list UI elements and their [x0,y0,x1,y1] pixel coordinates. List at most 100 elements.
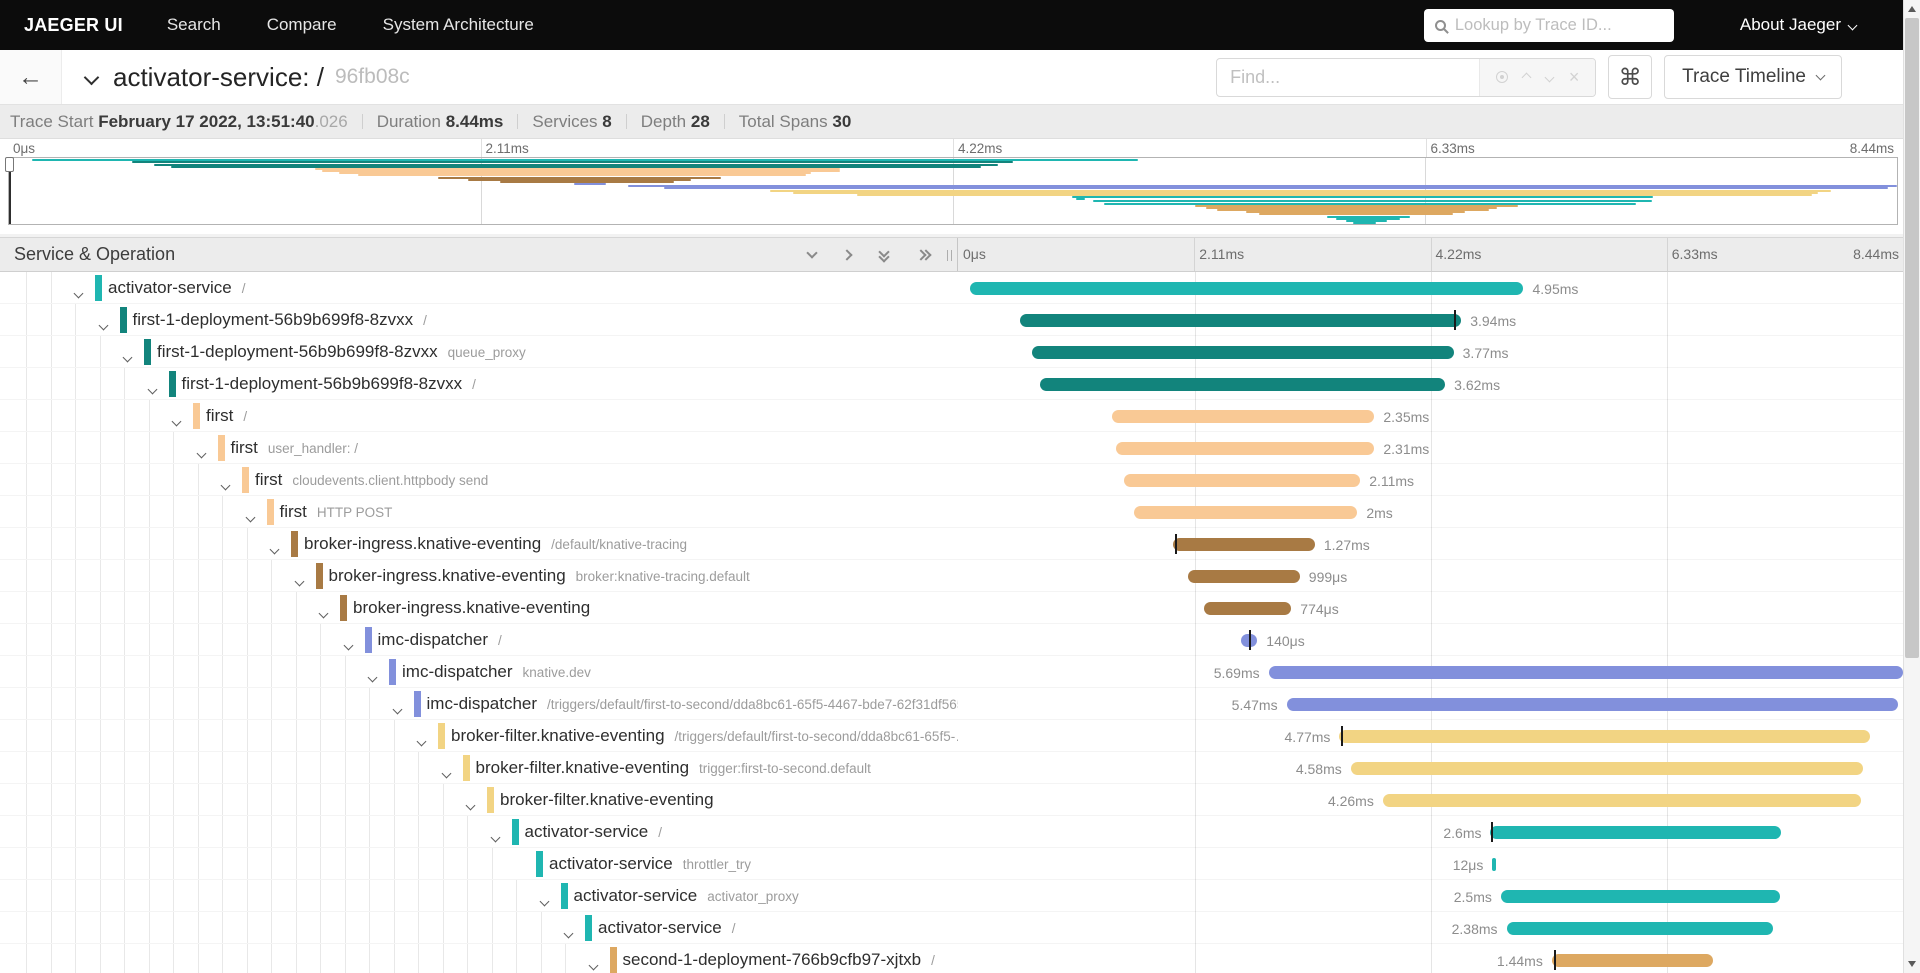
span-name-cell[interactable]: first-1-deployment-56b9b699f8-8zvxx queue… [0,336,958,367]
span-name-cell[interactable]: imc-dispatcher knative.dev [0,656,958,687]
span-bar-cell[interactable]: 3.77ms [959,336,1903,367]
span-row[interactable]: first cloudevents.client.httpbody send 2.1… [0,464,1903,496]
span-bar-cell[interactable]: 4.26ms [959,784,1903,815]
span-row[interactable]: imc-dispatcher knative.dev 5.69ms [0,656,1903,688]
span-duration-bar[interactable] [1286,697,1899,711]
span-bar-cell[interactable]: 4.58ms [959,752,1903,783]
span-name-cell[interactable]: first / [0,400,958,431]
span-name-cell[interactable]: activator-service activator_proxy [0,880,958,911]
span-collapse-chevron[interactable] [269,540,280,558]
span-row[interactable]: imc-dispatcher/triggers/default/first-to… [0,688,1903,720]
span-collapse-chevron[interactable] [294,572,304,590]
span-duration-bar[interactable] [1350,761,1864,775]
span-collapse-chevron[interactable] [416,732,427,750]
expand-all-icon[interactable] [915,248,932,262]
trace-id-lookup-input[interactable]: Lookup by Trace ID... [1423,8,1674,42]
span-collapse-chevron[interactable] [171,412,182,430]
span-name-cell[interactable]: first-1-deployment-56b9b699f8-8zvxx / [0,368,958,399]
trace-minimap[interactable] [5,157,1898,225]
span-collapse-chevron[interactable] [98,316,108,334]
about-jaeger-menu[interactable]: About Jaeger [1740,15,1858,35]
minimap-scrubber[interactable] [5,157,14,224]
span-bar-cell[interactable]: 3.62ms [959,368,1903,399]
back-button[interactable]: ← [0,50,62,104]
prev-match-icon[interactable] [1522,72,1532,82]
clear-find-icon[interactable]: × [1568,67,1580,87]
span-duration-bar[interactable] [1339,729,1870,743]
span-duration-bar[interactable] [1020,313,1462,327]
span-name-cell[interactable]: first cloudevents.client.httpbody send [0,464,958,495]
span-collapse-chevron[interactable] [196,444,206,462]
span-name-cell[interactable]: broker-filter.knative-eventing/triggers/… [0,720,958,751]
span-row[interactable]: first HTTP POST 2ms [0,496,1903,528]
span-collapse-chevron[interactable] [441,764,451,782]
span-row[interactable]: broker-filter.knative-eventing trigger:fi… [0,752,1903,784]
span-collapse-chevron[interactable] [245,508,255,526]
span-row[interactable]: first-1-deployment-56b9b699f8-8zvxx / 3.62… [0,368,1903,400]
span-collapse-chevron[interactable] [318,604,329,622]
span-row[interactable]: broker-ingress.knative-eventing broker:kn… [0,560,1903,592]
span-bar-cell[interactable]: 1.44ms [959,944,1903,973]
scroll-up-button[interactable] [1904,1,1920,17]
span-name-cell[interactable]: broker-ingress.knative-eventing/default/… [0,528,958,559]
span-row[interactable]: activator-service activator_proxy 2.5ms [0,880,1903,912]
collapse-one-icon[interactable] [806,247,818,259]
span-name-cell[interactable]: second-1-deployment-766b9cfb97-xjtxb / [0,944,958,973]
span-row[interactable]: activator-service / 2.6ms [0,816,1903,848]
span-row[interactable]: broker-filter.knative-eventing 4.26ms [0,784,1903,816]
span-collapse-chevron[interactable] [588,956,598,973]
span-row[interactable]: broker-ingress.knative-eventing 774μs [0,592,1903,624]
span-bar-cell[interactable]: 12μs [959,848,1903,879]
span-row[interactable]: second-1-deployment-766b9cfb97-xjtxb / 1.4… [0,944,1903,973]
span-name-cell[interactable]: activator-service / [0,272,958,303]
nav-item-search[interactable]: Search [166,15,221,34]
scrollbar-thumb[interactable] [1905,18,1919,658]
span-duration-bar[interactable] [1506,921,1773,935]
span-bar-cell[interactable]: 5.47ms [959,688,1903,719]
span-collapse-chevron[interactable] [490,828,500,846]
span-bar-cell[interactable]: 140μs [959,624,1903,655]
span-collapse-chevron[interactable] [73,284,84,302]
keyboard-shortcuts-button[interactable]: ⌘ [1608,55,1653,99]
span-bar-cell[interactable]: 5.69ms [959,656,1903,687]
span-name-cell[interactable]: activator-service throttler_try [0,848,958,879]
span-bar-cell[interactable]: 4.77ms [959,720,1903,751]
span-bar-cell[interactable]: 2ms [959,496,1903,527]
nav-item-compare[interactable]: Compare [266,15,337,34]
span-row[interactable]: first user_handler: / 2.31ms [0,432,1903,464]
find-input[interactable]: Find... [1217,59,1479,96]
vertical-scrollbar[interactable] [1903,0,1920,973]
span-row[interactable]: first / 2.35ms [0,400,1903,432]
span-duration-bar[interactable] [1382,793,1861,807]
span-name-cell[interactable]: broker-ingress.knative-eventing broker:kn… [0,560,958,591]
span-row[interactable]: first-1-deployment-56b9b699f8-8zvxx / 3.94… [0,304,1903,336]
span-collapse-chevron[interactable] [122,348,133,366]
span-bar-cell[interactable]: 4.95ms [959,272,1903,303]
span-duration-bar[interactable] [1204,601,1292,615]
minimap-scrubber-handle[interactable] [5,157,14,172]
span-name-cell[interactable]: broker-filter.knative-eventing trigger:fi… [0,752,958,783]
span-bar-cell[interactable]: 2.38ms [959,912,1903,943]
span-row[interactable]: broker-ingress.knative-eventing/default/… [0,528,1903,560]
span-bar-cell[interactable]: 999μs [959,560,1903,591]
nav-item-system-architecture[interactable]: System Architecture [382,15,534,34]
span-collapse-chevron[interactable] [220,476,231,494]
span-name-cell[interactable]: imc-dispatcher/triggers/default/first-to… [0,688,958,719]
span-collapse-chevron[interactable] [563,924,574,942]
span-duration-bar[interactable] [1268,665,1903,679]
span-bar-cell[interactable]: 774μs [959,592,1903,623]
span-row[interactable]: first-1-deployment-56b9b699f8-8zvxx queue… [0,336,1903,368]
span-name-cell[interactable]: broker-filter.knative-eventing [0,784,958,815]
span-duration-bar[interactable] [1111,409,1375,423]
trace-view-selector[interactable]: Trace Timeline [1664,55,1842,99]
span-collapse-chevron[interactable] [147,380,157,398]
scroll-down-button[interactable] [1904,956,1920,972]
span-name-cell[interactable]: activator-service / [0,816,958,847]
collapse-all-icon[interactable] [878,245,890,263]
span-bar-cell[interactable]: 2.31ms [959,432,1903,463]
span-duration-bar[interactable] [1551,953,1714,967]
expand-one-icon[interactable] [841,248,853,261]
span-bar-cell[interactable]: 2.35ms [959,400,1903,431]
span-duration-bar[interactable] [1188,569,1300,583]
span-collapse-chevron[interactable] [392,700,402,718]
